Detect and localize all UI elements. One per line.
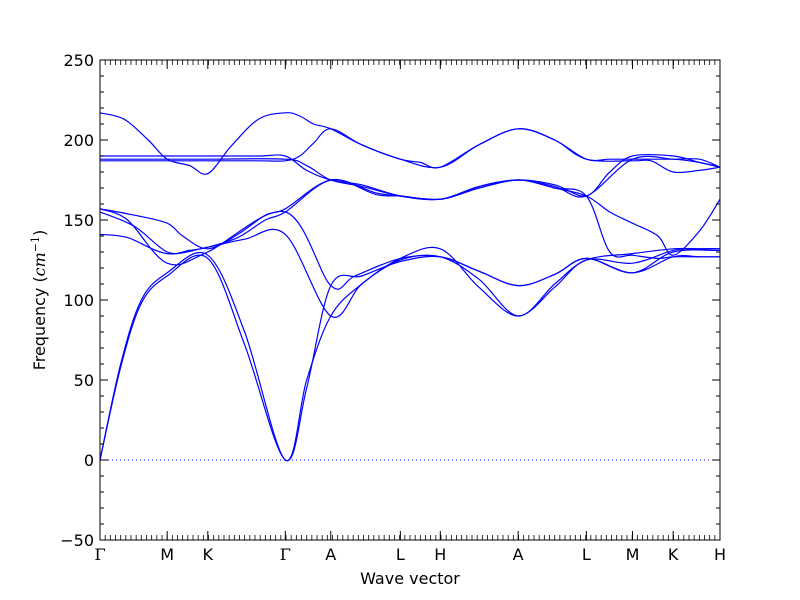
x-tick-label: K [668, 545, 679, 564]
series-layer [99, 112, 721, 462]
x-tick-label: K [203, 545, 214, 564]
y-tick-label: 250 [63, 51, 94, 70]
labels-layer: −50 0 50 100 150 200 250 Γ M K Γ A L H A L M K H [60, 51, 726, 564]
x-tick-label: H [434, 545, 446, 564]
y-tick-label: 150 [63, 211, 94, 230]
band-1 [99, 112, 721, 175]
band-9 [99, 254, 720, 462]
y-axis-label-close: ) [30, 230, 49, 236]
y-tick-label: 200 [63, 131, 94, 150]
x-tick-label: A [513, 545, 524, 564]
x-tick-label: H [714, 545, 726, 564]
y-tick-label: 100 [63, 291, 94, 310]
ticks-layer [99, 59, 721, 541]
x-tick-label: M [160, 545, 174, 564]
x-tick-label: M [626, 545, 640, 564]
x-tick-label: Γ [94, 545, 105, 564]
x-axis-label: Wave vector [360, 569, 460, 588]
y-axis-label: Frequency (cm−1) [29, 230, 49, 371]
y-axis-label-unit: cm [30, 252, 49, 276]
y-tick-label: −50 [60, 531, 94, 550]
plot-frame [99, 59, 721, 541]
band-4 [100, 128, 721, 174]
x-tick-label: L [396, 545, 405, 564]
band-8 [99, 246, 721, 462]
y-axis-label-text: Frequency ( [30, 276, 49, 370]
y-tick-label: 50 [74, 371, 94, 390]
band-6 [99, 179, 720, 260]
x-tick-label: Γ [280, 545, 291, 564]
x-tick-label: A [325, 545, 336, 564]
band-10 [99, 208, 721, 290]
x-tick-label: L [582, 545, 591, 564]
band-5 [99, 179, 721, 256]
y-tick-label: 0 [84, 451, 94, 470]
y-axis-label-exponent: −1 [29, 236, 42, 252]
